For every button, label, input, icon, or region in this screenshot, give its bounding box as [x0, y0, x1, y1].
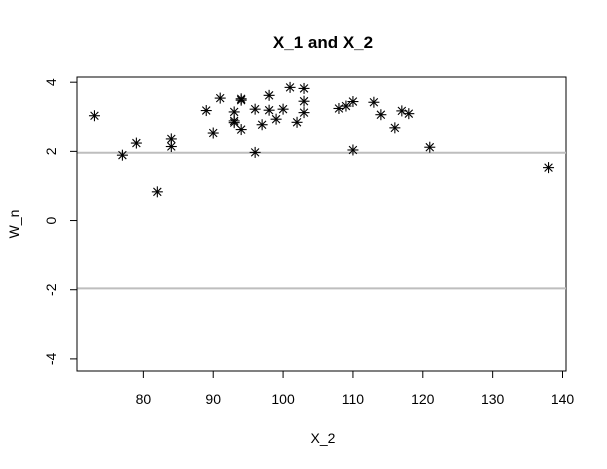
data-point	[249, 103, 261, 115]
x-tick-label: 120	[411, 391, 435, 407]
data-point	[291, 116, 303, 128]
data-point	[375, 109, 387, 121]
y-tick-label: 4	[43, 78, 59, 86]
chart-title: X_1 and X_2	[273, 33, 373, 52]
data-point	[263, 104, 275, 116]
x-axis: 80 90 100 110 120 130 140	[136, 370, 575, 407]
x-tick-label: 130	[481, 391, 505, 407]
data-point	[235, 124, 247, 136]
data-point	[200, 105, 212, 117]
x-tick-label: 100	[271, 391, 295, 407]
data-point	[347, 96, 359, 108]
data-point	[403, 108, 415, 120]
y-tick-label: -2	[43, 283, 59, 296]
data-point	[543, 162, 555, 174]
x-axis-label: X_2	[311, 430, 336, 446]
data-point	[88, 110, 100, 122]
plot-frame	[76, 76, 567, 372]
x-tick-label: 90	[205, 391, 221, 407]
data-point	[347, 144, 359, 156]
x-tick-label: 140	[551, 391, 575, 407]
data-point	[424, 141, 436, 153]
y-tick-label: -4	[43, 352, 59, 365]
data-point	[116, 149, 128, 161]
data-point	[249, 146, 261, 158]
y-axis: -4 -2 0 2 4	[43, 78, 78, 365]
x-tick-label: 80	[136, 391, 152, 407]
data-point	[228, 115, 240, 127]
y-tick-label: 2	[43, 147, 59, 155]
data-point	[235, 93, 247, 105]
data-point	[228, 106, 240, 118]
data-point	[298, 107, 310, 119]
data-point	[165, 133, 177, 145]
data-point	[368, 96, 380, 108]
y-axis-label: W_n	[6, 210, 22, 239]
data-point	[284, 81, 296, 93]
data-point	[263, 89, 275, 101]
data-point	[277, 103, 289, 115]
data-point	[340, 100, 352, 112]
y-tick-label: 0	[43, 216, 59, 224]
data-point	[256, 119, 268, 131]
data-point	[130, 137, 142, 149]
data-point	[151, 186, 163, 198]
data-point	[298, 82, 310, 94]
data-point	[389, 122, 401, 134]
data-point	[214, 92, 226, 104]
x-tick-label: 110	[342, 391, 365, 407]
data-point	[207, 127, 219, 139]
data-point	[298, 95, 310, 107]
reference-lines	[77, 151, 566, 290]
data-point	[270, 113, 282, 125]
data-points	[88, 81, 555, 198]
